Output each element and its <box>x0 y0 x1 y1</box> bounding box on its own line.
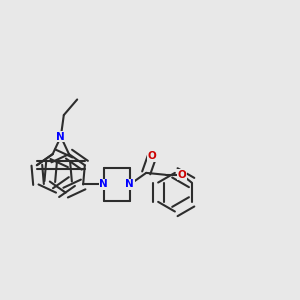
Text: N: N <box>125 179 134 190</box>
Text: N: N <box>56 132 65 142</box>
Text: O: O <box>178 170 186 180</box>
Text: N: N <box>99 179 108 190</box>
Text: O: O <box>148 152 156 161</box>
